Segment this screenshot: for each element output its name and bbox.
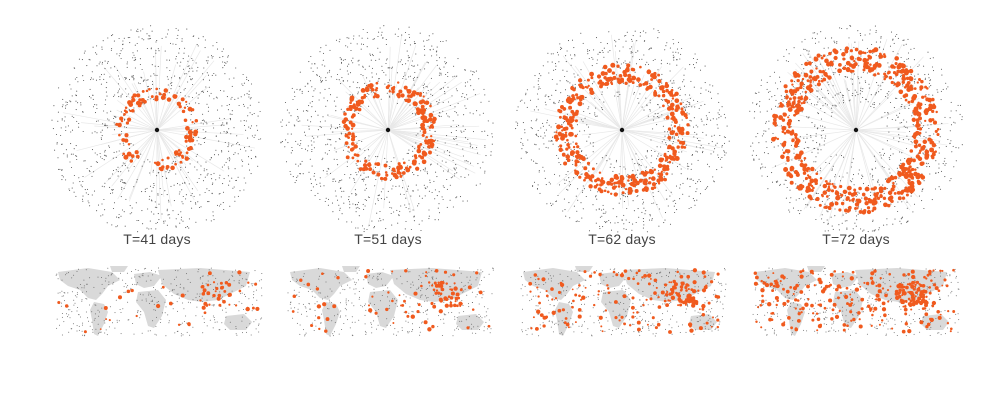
land-layer [58, 266, 252, 336]
spokes-layer [62, 43, 256, 220]
radial-network-3 [515, 28, 730, 233]
origin-node [619, 127, 625, 133]
world-map-2 [287, 266, 494, 337]
infected-nodes [553, 62, 690, 197]
radial-network-4 [749, 25, 963, 233]
time-label-4: T=72 days [822, 231, 890, 247]
city-nodes [520, 267, 727, 337]
spokes-layer [771, 38, 949, 224]
time-label-3: T=62 days [588, 231, 656, 247]
city-nodes [55, 267, 263, 337]
world-map-4 [752, 266, 960, 337]
infected-nodes [341, 81, 437, 181]
origin-node [853, 127, 859, 133]
spokes-layer [301, 34, 487, 227]
infected-cities [291, 268, 491, 333]
time-label-1: T=41 days [123, 231, 191, 247]
radial-network-panel-2 [273, 22, 503, 234]
world-map-panel-2 [282, 264, 500, 346]
radial-network-2 [280, 25, 494, 233]
infected-nodes [771, 46, 940, 215]
radial-network-panel-1 [42, 22, 272, 234]
origin-node [385, 127, 391, 133]
radial-network-panel-4 [741, 22, 971, 234]
world-map-panel-4 [747, 264, 965, 346]
infected-cities [528, 268, 721, 334]
world-map-panel-1 [50, 264, 268, 346]
infected-cities [57, 270, 260, 334]
world-map-3 [520, 266, 727, 337]
uninfected-nodes [515, 28, 730, 233]
world-map-1 [55, 266, 263, 337]
spokes-layer [530, 34, 721, 219]
world-map-panel-3 [515, 264, 733, 346]
radial-network-panel-3 [507, 22, 737, 234]
uninfected-nodes [51, 25, 262, 233]
time-label-2: T=51 days [354, 231, 422, 247]
origin-node [154, 127, 160, 133]
infected-nodes [115, 87, 199, 172]
city-nodes [287, 267, 494, 337]
infected-cities [753, 268, 956, 334]
uninfected-nodes [280, 25, 494, 233]
land-layer [523, 266, 717, 336]
radial-network-1 [51, 25, 262, 233]
